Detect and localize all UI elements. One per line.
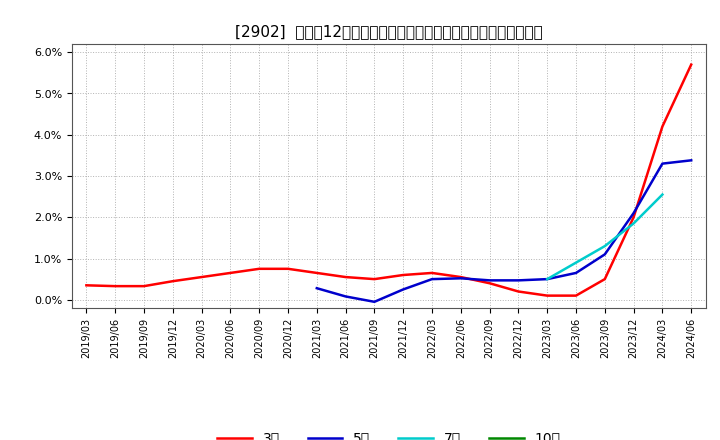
Line: 7年: 7年 <box>547 194 662 279</box>
5年 <box>456 275 465 281</box>
5年 <box>370 299 379 304</box>
7年 <box>543 276 552 282</box>
3年 <box>485 281 494 286</box>
3年 <box>370 276 379 282</box>
3年 <box>312 270 321 275</box>
5年 <box>341 294 350 299</box>
5年 <box>428 276 436 282</box>
3年 <box>341 275 350 280</box>
5年 <box>687 158 696 163</box>
7年 <box>629 221 638 226</box>
3年 <box>543 293 552 298</box>
3年 <box>197 275 206 280</box>
3年 <box>168 279 177 284</box>
3年 <box>399 272 408 278</box>
Line: 3年: 3年 <box>86 65 691 296</box>
5年 <box>658 161 667 166</box>
3年 <box>82 282 91 288</box>
Line: 5年: 5年 <box>317 160 691 302</box>
5年 <box>485 278 494 283</box>
3年 <box>255 266 264 271</box>
3年 <box>658 124 667 129</box>
5年 <box>543 276 552 282</box>
5年 <box>399 287 408 292</box>
5年 <box>600 252 609 257</box>
3年 <box>456 275 465 280</box>
3年 <box>572 293 580 298</box>
5年 <box>312 286 321 291</box>
3年 <box>600 276 609 282</box>
5年 <box>514 278 523 283</box>
3年 <box>111 283 120 289</box>
7年 <box>658 192 667 197</box>
Legend: 3年, 5年, 7年, 10年: 3年, 5年, 7年, 10年 <box>211 426 567 440</box>
3年 <box>687 62 696 67</box>
7年 <box>600 243 609 249</box>
3年 <box>629 215 638 220</box>
3年 <box>514 289 523 294</box>
Title: [2902]  売上高12か月移動合計の対前年同期増減率の平均値の推移: [2902] 売上高12か月移動合計の対前年同期増減率の平均値の推移 <box>235 24 543 39</box>
5年 <box>629 210 638 216</box>
3年 <box>140 283 148 289</box>
5年 <box>572 270 580 275</box>
3年 <box>428 270 436 275</box>
3年 <box>226 270 235 275</box>
3年 <box>284 266 292 271</box>
7年 <box>572 260 580 265</box>
